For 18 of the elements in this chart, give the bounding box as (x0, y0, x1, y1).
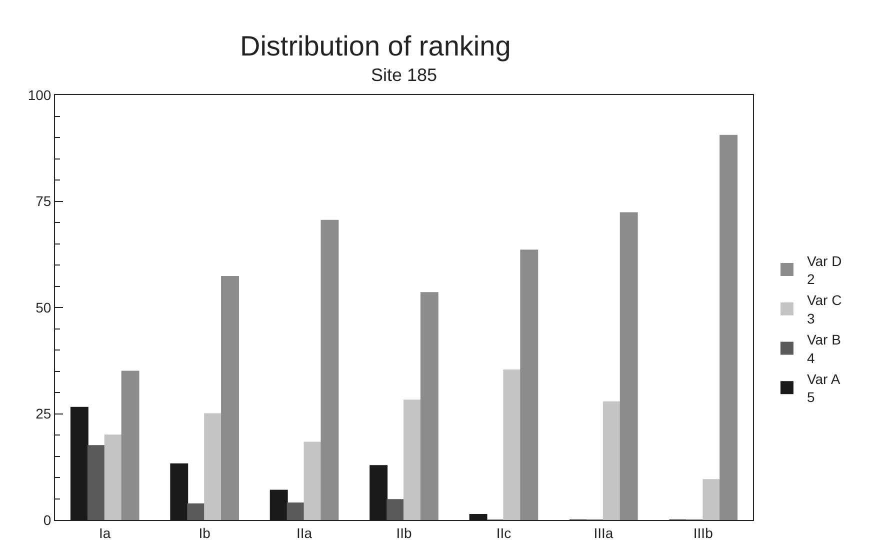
y-tick-label: 50 (36, 299, 52, 316)
y-tick-label: 25 (36, 406, 52, 422)
legend-label: Var B 4 (806, 332, 841, 366)
y-tick-label: 75 (36, 193, 52, 210)
y-tick-label: 100 (28, 86, 52, 103)
x-tick-label: Ib (198, 524, 211, 541)
chart-title: Distribution of ranking (240, 30, 511, 62)
chart-subtitle: Site 185 (371, 65, 438, 85)
x-tick-label: IIb (396, 524, 412, 541)
x-tick-label: Ia (99, 524, 111, 541)
x-tick-label: IIa (296, 524, 312, 541)
x-tick-label: IIc (496, 524, 512, 541)
legend-label: Var D 2 (806, 252, 842, 288)
legend-label: Var A 5 (806, 371, 841, 406)
legend-label: Var C 3 (806, 292, 842, 326)
y-tick-label: 0 (43, 512, 52, 528)
x-tick-label: IIIa (594, 524, 614, 541)
x-tick-label: IIIb (693, 524, 714, 541)
